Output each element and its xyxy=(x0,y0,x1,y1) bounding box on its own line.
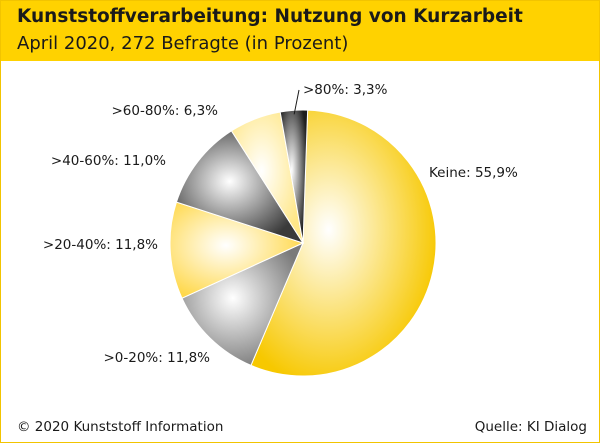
pie-chart: Keine: 55,9% >0-20%: 11,8% >20-40%: 11,8% >… xyxy=(43,82,518,377)
pie-slice-5 xyxy=(279,109,309,244)
slice-label-2: >20-40%: 11,8% xyxy=(43,237,158,253)
pie-slice-1 xyxy=(181,242,304,367)
chart-header: Kunststoffverarbeitung: Nutzung von Kurz… xyxy=(1,1,599,61)
slice-label-0: Keine: 55,9% xyxy=(429,165,518,181)
slice-label-1: >0-20%: 11,8% xyxy=(103,350,210,366)
pie-slice-2 xyxy=(169,201,305,299)
pie-slice-3 xyxy=(175,130,305,244)
leader-line-5 xyxy=(293,89,300,115)
slice-label-3: >40-60%: 11,0% xyxy=(51,153,166,169)
slice-label-4: >60-80%: 6,3% xyxy=(111,103,218,119)
copyright-note: © 2020 Kunststoff Information xyxy=(17,419,224,435)
pie-slice-0 xyxy=(250,109,437,377)
source-note: Quelle: KI Dialog xyxy=(474,419,587,435)
chart-subtitle: April 2020, 272 Befragte (in Prozent) xyxy=(17,33,349,54)
slice-label-5: >80%: 3,3% xyxy=(303,82,388,98)
chart-title: Kunststoffverarbeitung: Nutzung von Kurz… xyxy=(17,6,523,27)
